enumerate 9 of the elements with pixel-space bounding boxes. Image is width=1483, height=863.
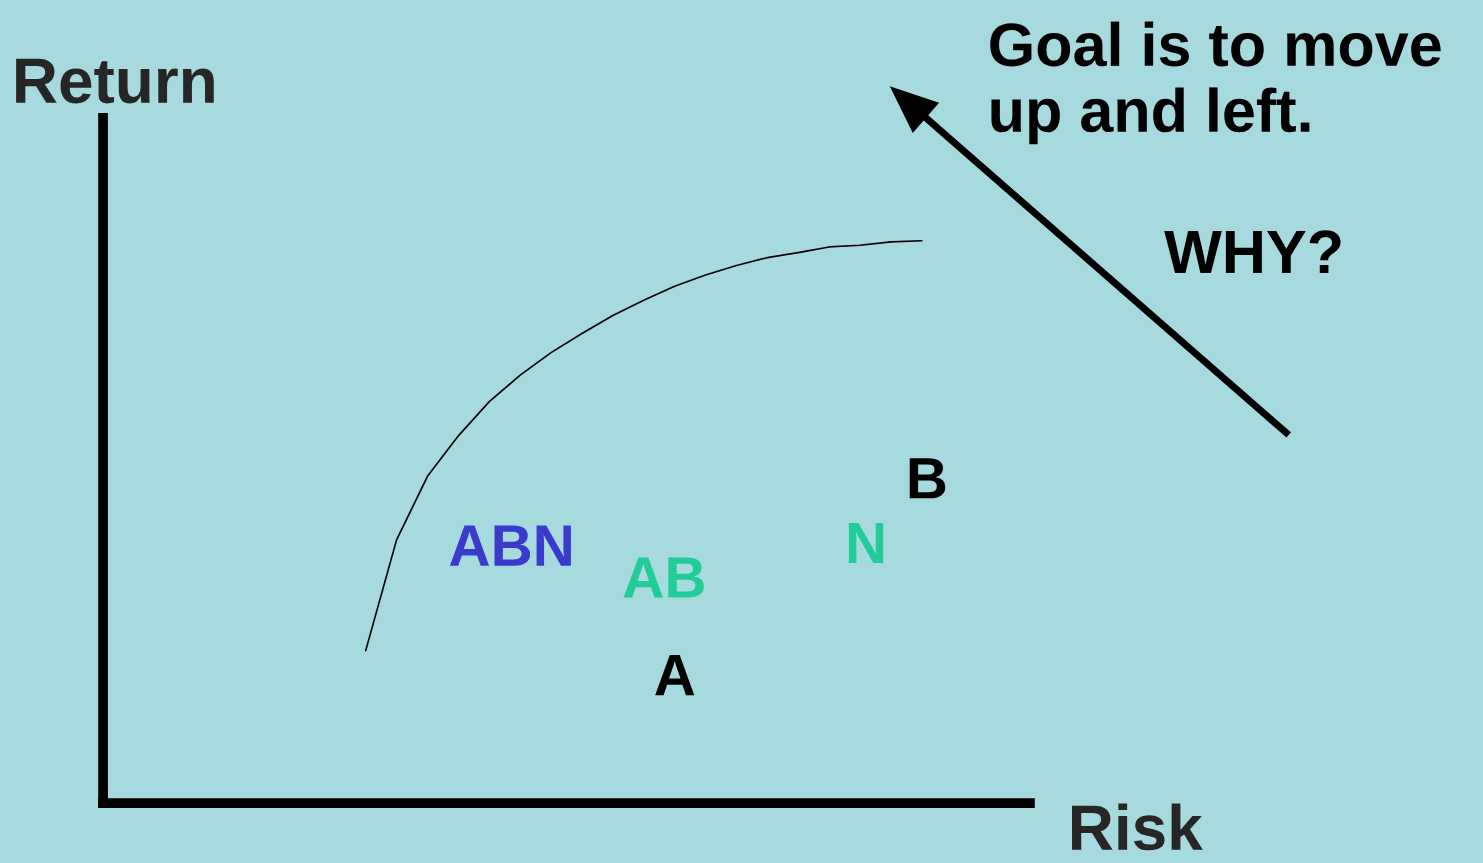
text: WHY? [1164, 230, 1341, 273]
x-axis-title: Risk [1072, 803, 1203, 851]
text: Goal is to move up and left. [990, 21, 1441, 145]
annotation: B [909, 458, 946, 499]
y-axis-title: Return [16, 58, 214, 104]
annotation: N [848, 522, 884, 564]
annotation: A [655, 655, 695, 696]
annotation: ABN [449, 525, 571, 566]
annotation: AB [623, 557, 704, 598]
